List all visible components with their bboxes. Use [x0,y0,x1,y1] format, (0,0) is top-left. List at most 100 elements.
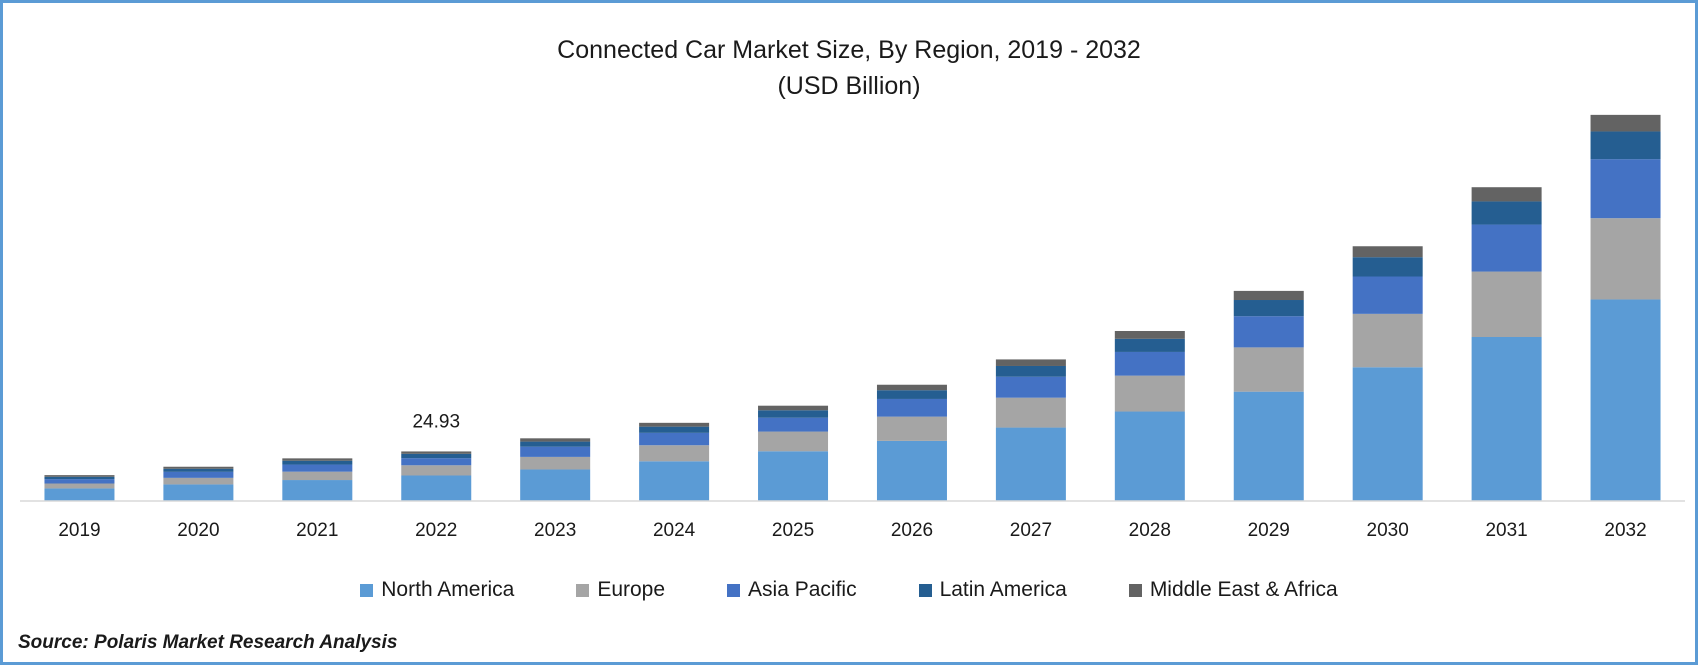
legend-item-latin-america: Latin America [918,578,1067,602]
bar-2026-middle-east-africa [876,384,947,391]
bar-2028-latin-america [1114,338,1185,352]
bar-2027-latin-america [995,365,1066,377]
bar-2019-europe [44,483,115,489]
bar-2029-middle-east-africa [1233,290,1304,301]
data-label-2022: 24.93 [412,411,460,432]
bar-2025-europe [758,431,829,452]
x-tick-label: 2024 [653,520,696,541]
x-tick-label: 2030 [1367,520,1409,541]
legend-swatch [360,583,374,597]
bar-2023-europe [520,456,591,470]
x-tick-label: 2029 [1248,520,1290,541]
legend-swatch [918,583,932,597]
bar-2029-north-america [1233,391,1304,501]
x-tick-label: 2028 [1129,520,1171,541]
bar-2025-asia-pacific [758,417,829,432]
bar-2031-europe [1471,271,1542,337]
bar-2027-europe [995,397,1066,428]
bar-2032-asia-pacific [1590,159,1661,219]
bar-2024-north-america [639,461,710,501]
bar-2020-asia-pacific [163,471,234,478]
bar-2019-middle-east-africa [44,475,115,477]
bar-2024-latin-america [639,426,710,433]
bar-2031-latin-america [1471,201,1542,225]
bar-2032-latin-america [1590,131,1661,160]
bar-2025-middle-east-africa [758,405,829,411]
x-tick-labels: 2019 2020 2021 2022 2023 2024 2025 2026 2027 2028… [58,520,1646,541]
legend-label: Asia Pacific [748,578,857,601]
bar-2023-latin-america [520,441,591,447]
bar-2021-europe [282,471,353,481]
bar-2019-asia-pacific [44,479,115,484]
bar-2026-north-america [876,440,947,501]
x-tick-label: 2023 [534,520,576,541]
bar-2030-middle-east-africa [1352,246,1423,258]
legend-label: Latin America [939,578,1067,601]
bar-2029-asia-pacific [1233,316,1304,348]
bar-2024-asia-pacific [639,432,710,446]
bars-group [44,114,1661,501]
x-tick-label: 2027 [1010,520,1052,541]
legend-item-middle-east-africa: Middle East & Africa [1128,578,1338,602]
x-tick-label: 2019 [58,520,100,541]
x-tick-label: 2021 [296,520,338,541]
bar-2024-europe [639,445,710,462]
bar-2030-asia-pacific [1352,276,1423,314]
bar-2022-europe [401,465,472,476]
bar-2024-middle-east-africa [639,422,710,427]
chart-title: Connected Car Market Size, By Region, 20… [557,36,1141,64]
bar-2032-middle-east-africa [1590,114,1661,132]
bar-2021-latin-america [282,460,353,465]
bar-2031-asia-pacific [1471,224,1542,272]
bar-2027-asia-pacific [995,376,1066,398]
bar-2026-asia-pacific [876,398,947,417]
bar-2019-north-america [44,488,115,501]
x-tick-label: 2025 [772,520,814,541]
legend-swatch [576,583,590,597]
bar-2020-north-america [163,484,234,501]
x-tick-label: 2031 [1485,520,1527,541]
bar-2021-middle-east-africa [282,458,353,461]
bar-2031-middle-east-africa [1471,187,1542,202]
x-tick-label: 2026 [891,520,933,541]
bar-2028-europe [1114,375,1185,412]
x-tick-label: 2022 [415,520,457,541]
bar-2019-latin-america [44,476,115,480]
bar-2028-asia-pacific [1114,351,1185,376]
bar-2021-north-america [282,480,353,501]
bar-2022-north-america [401,475,472,501]
bar-2023-asia-pacific [520,446,591,457]
legend-label: Middle East & Africa [1149,578,1338,601]
bar-2020-latin-america [163,468,234,472]
bar-2026-latin-america [876,390,947,399]
x-tick-label: 2020 [177,520,219,541]
source-note: Source: Polaris Market Research Analysis [18,632,398,653]
bar-2022-latin-america [401,453,472,459]
bar-2020-europe [163,477,234,485]
bar-2031-north-america [1471,337,1542,501]
bar-2023-north-america [520,469,591,501]
legend-label: Europe [597,578,666,601]
chart-subtitle: (USD Billion) [777,72,921,100]
bar-2022-middle-east-africa [401,451,472,454]
bar-2032-europe [1590,218,1661,300]
bar-2028-middle-east-africa [1114,330,1185,339]
bar-2027-north-america [995,427,1066,501]
data-labels: 24.93 [412,411,460,432]
bar-2030-europe [1352,313,1423,368]
bar-2025-latin-america [758,410,829,418]
bar-2020-middle-east-africa [163,466,234,469]
legend-swatch [1128,583,1142,597]
legend-item-europe: Europe [576,578,665,602]
bar-2025-north-america [758,451,829,501]
bar-2032-north-america [1590,299,1661,501]
bar-2022-asia-pacific [401,458,472,466]
legend: North America Europe Asia Pacific Latin Ame… [3,578,1695,602]
bar-2030-north-america [1352,367,1423,501]
bar-2029-latin-america [1233,300,1304,317]
legend-item-asia-pacific: Asia Pacific [727,578,857,602]
legend-swatch [727,583,741,597]
bar-2026-europe [876,416,947,441]
bar-2029-europe [1233,347,1304,392]
